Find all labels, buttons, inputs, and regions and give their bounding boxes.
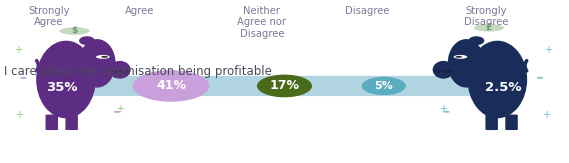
Ellipse shape [79, 39, 116, 88]
FancyBboxPatch shape [63, 76, 500, 96]
FancyBboxPatch shape [46, 115, 58, 130]
Circle shape [114, 111, 121, 113]
Text: +: + [14, 45, 22, 55]
Circle shape [453, 55, 467, 59]
Text: 41%: 41% [156, 79, 186, 92]
Circle shape [101, 56, 108, 58]
Ellipse shape [133, 70, 209, 102]
Text: Strongly
Agree: Strongly Agree [28, 6, 69, 27]
Circle shape [96, 55, 110, 59]
Text: 17%: 17% [270, 79, 299, 92]
Ellipse shape [468, 36, 484, 45]
Text: +: + [439, 104, 447, 114]
Circle shape [443, 70, 453, 73]
Text: +: + [15, 110, 23, 120]
Ellipse shape [468, 41, 527, 118]
Ellipse shape [448, 39, 485, 88]
Circle shape [59, 26, 90, 36]
Circle shape [537, 77, 543, 79]
Circle shape [455, 56, 462, 58]
Text: +: + [545, 45, 552, 55]
Text: Strongly
Disagree: Strongly Disagree [464, 6, 508, 27]
Circle shape [443, 111, 450, 113]
Ellipse shape [432, 61, 454, 79]
FancyBboxPatch shape [505, 115, 518, 130]
Circle shape [473, 23, 505, 32]
Text: 2.5%: 2.5% [485, 81, 521, 94]
Ellipse shape [36, 41, 96, 118]
FancyBboxPatch shape [65, 115, 78, 130]
Text: 35%: 35% [46, 81, 77, 94]
Ellipse shape [362, 77, 406, 95]
FancyBboxPatch shape [485, 115, 498, 130]
Circle shape [119, 70, 130, 73]
Circle shape [434, 70, 444, 73]
Ellipse shape [109, 61, 131, 79]
Text: +: + [542, 110, 550, 120]
Text: £: £ [486, 23, 492, 32]
Ellipse shape [257, 75, 312, 97]
Text: I care about my organisation being profitable: I care about my organisation being profi… [3, 65, 271, 78]
Text: Neither
Agree nor
Disagree: Neither Agree nor Disagree [237, 6, 286, 39]
Text: Agree: Agree [125, 6, 154, 15]
Text: $: $ [71, 27, 77, 36]
Circle shape [20, 77, 27, 79]
Text: +: + [116, 104, 124, 114]
Ellipse shape [79, 36, 95, 45]
Text: Disagree: Disagree [345, 6, 389, 15]
Circle shape [110, 70, 121, 73]
Text: 5%: 5% [374, 81, 393, 91]
